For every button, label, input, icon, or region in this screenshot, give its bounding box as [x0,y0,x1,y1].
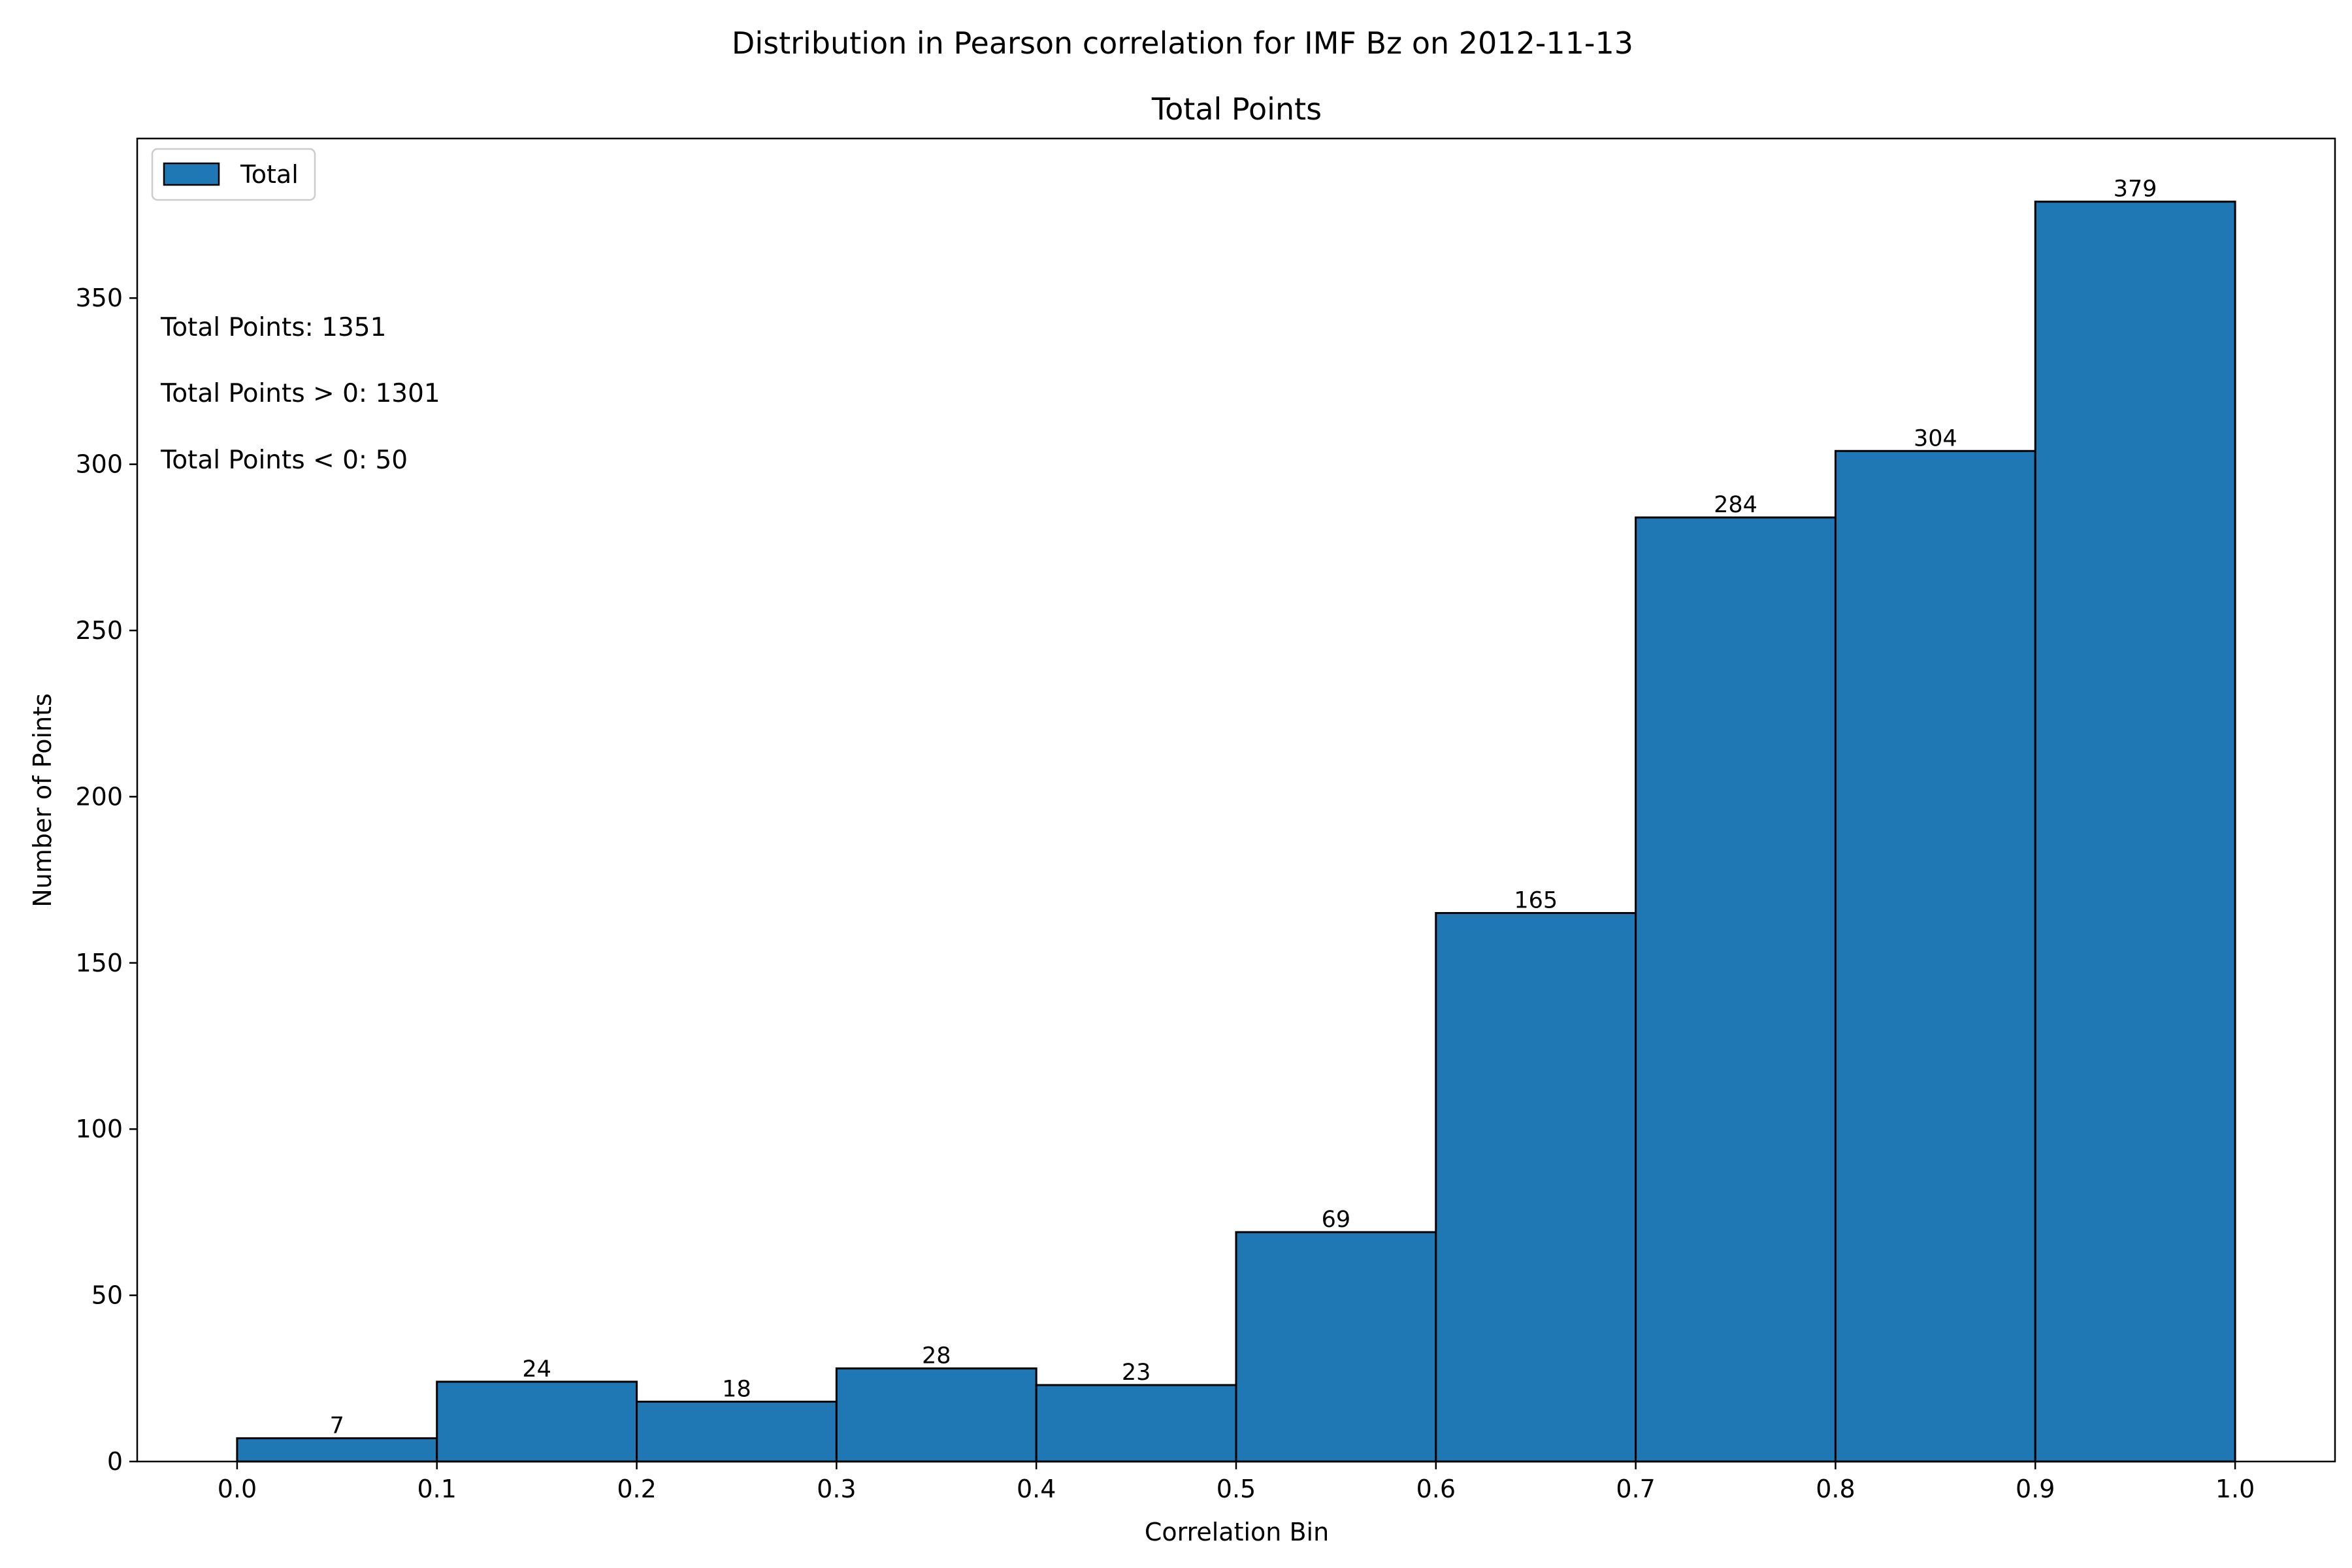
bar-value-label: 165 [1514,887,1558,913]
y-tick-label: 100 [75,1115,123,1143]
annotation-positive: Total Points > 0: 1301 [160,379,440,408]
y-tick-label: 150 [75,949,123,977]
bar-value-label: 379 [2114,176,2157,203]
plot-frame [136,137,2336,1463]
bars-group [236,201,2236,1463]
bar-value-label: 69 [1322,1207,1351,1233]
annotations: Total Points: 1351 Total Points > 0: 130… [160,313,440,475]
x-tick-label: 0.3 [817,1475,856,1503]
bar [1235,1231,1437,1463]
bar-value-label: 18 [722,1376,751,1402]
y-tick-label: 50 [91,1281,123,1310]
legend-label: Total [240,160,299,189]
x-tick-label: 0.8 [1816,1475,1855,1503]
bar [835,1367,1037,1463]
bar-value-label: 284 [1714,492,1757,518]
bar-value-label: 23 [1122,1360,1151,1386]
x-tick-label: 0.7 [1616,1475,1655,1503]
x-axis-ticks: 0.0 0.1 0.2 0.3 0.4 0.5 0.6 0.7 0.8 0.9 1.0 [218,1462,2255,1503]
y-tick-label: 200 [75,782,123,811]
chart-suptitle: Distribution in Pearson correlation for … [732,25,1633,61]
y-tick-label: 250 [75,616,123,645]
x-tick-label: 0.4 [1017,1475,1056,1503]
bar [1635,516,1837,1463]
x-tick-label: 0.5 [1217,1475,1256,1503]
x-tick-label: 0.9 [2016,1475,2055,1503]
bar [1834,449,2036,1463]
legend-swatch [163,162,220,186]
bar [436,1380,638,1463]
bar [1035,1384,1237,1463]
bar-labels-group: 7 24 18 28 23 69 165 284 304 379 [330,176,2157,1439]
bar-value-label: 7 [330,1413,344,1439]
bar [236,1437,438,1463]
x-tick-label: 0.0 [218,1475,257,1503]
y-axis-ticks: 0 50 100 150 200 250 300 350 [75,284,137,1476]
legend-box [151,148,316,201]
y-tick-label: 300 [75,450,123,479]
bar-value-label: 28 [922,1343,951,1369]
legend: Total [151,148,316,201]
bar [2034,201,2236,1463]
annotation-negative: Total Points < 0: 50 [160,446,408,475]
bar [1435,911,1637,1463]
y-tick-label: 350 [75,284,123,312]
x-axis-label: Correlation Bin [1145,1518,1329,1546]
y-axis-label: Number of Points [28,693,57,907]
x-tick-label: 1.0 [2215,1475,2255,1503]
chart-title: Total Points [1151,91,1322,127]
y-tick-label: 0 [107,1447,123,1476]
bar-value-label: 24 [522,1356,551,1382]
x-tick-label: 0.2 [617,1475,656,1503]
annotation-total: Total Points: 1351 [160,313,386,342]
x-tick-label: 0.1 [417,1475,457,1503]
x-tick-label: 0.6 [1416,1475,1456,1503]
bar-value-label: 304 [1914,425,1957,451]
bar [636,1400,838,1463]
